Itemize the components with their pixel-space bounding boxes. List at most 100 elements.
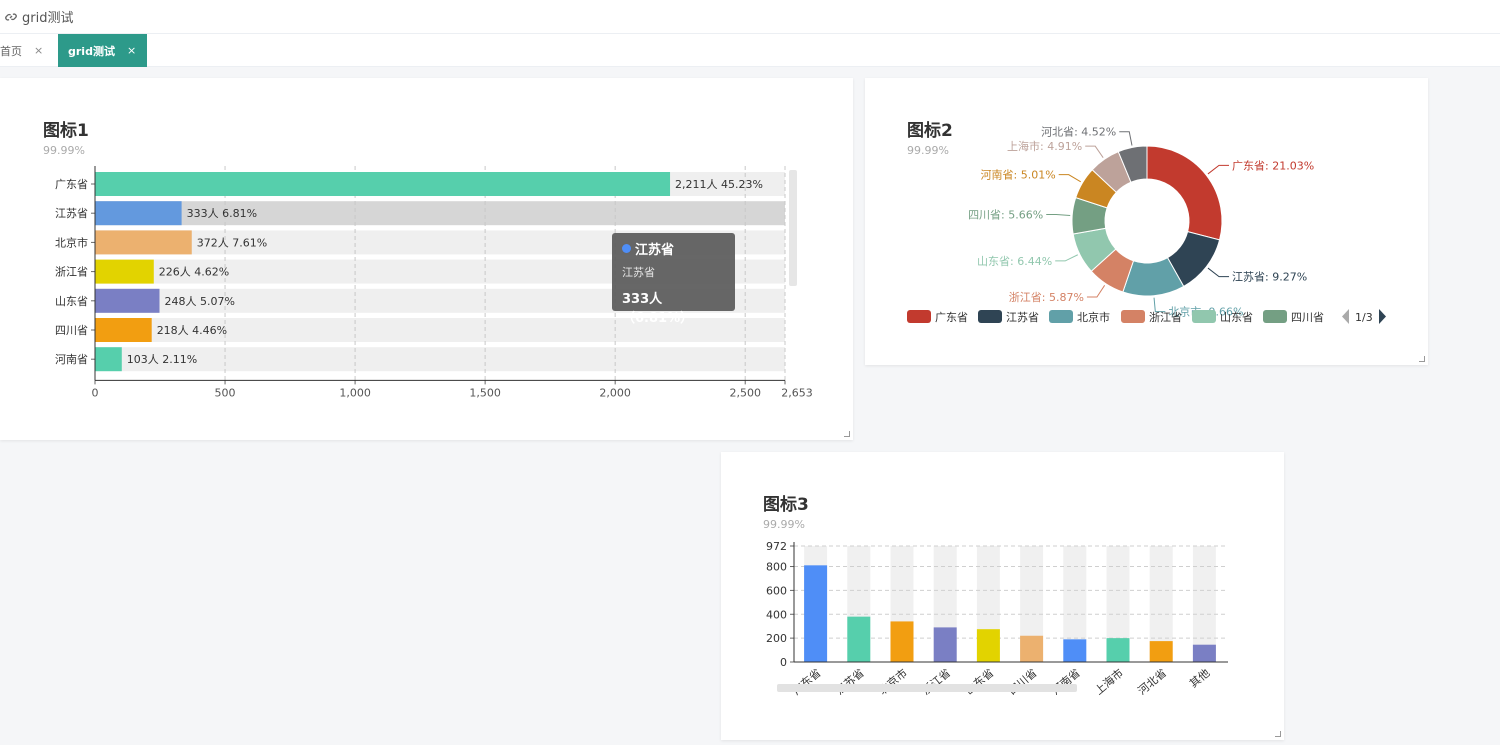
x-tick-label: 浙江省 — [919, 666, 953, 697]
legend-swatch — [1121, 310, 1145, 323]
bar — [95, 201, 182, 226]
y-tick-label: 四川省 — [55, 324, 88, 337]
y-tick-label: 北京市 — [55, 235, 88, 249]
x-tick-label: 500 — [215, 386, 236, 399]
x-tick-label: 2,653 — [781, 386, 813, 399]
y-tick-label: 0 — [780, 656, 787, 669]
pie-label: 山东省: 6.44% — [977, 255, 1052, 268]
x-tick-label: 0 — [92, 386, 99, 399]
y-tick-label: 浙江省 — [55, 266, 88, 279]
tab-home[interactable]: 首页 × — [0, 34, 56, 67]
legend-label: 北京市 — [1077, 310, 1110, 324]
bar — [95, 259, 154, 284]
tooltip-dot-icon — [622, 244, 631, 253]
pie-label: 河北省: 4.52% — [1041, 126, 1116, 139]
pie-slice — [1117, 145, 1148, 183]
bar — [933, 627, 957, 662]
bar-track — [95, 201, 785, 226]
legend-label: 广东省 — [935, 311, 968, 324]
chart-scrollbar — [777, 684, 1077, 692]
pie-leader-line — [1058, 174, 1081, 183]
y-tick-label: 山东省 — [55, 295, 88, 308]
y-tick-label: 江苏省 — [55, 207, 88, 220]
bar — [95, 288, 160, 313]
chart-scrollbar — [789, 170, 797, 286]
x-tick-label: 其他 — [1187, 666, 1212, 690]
x-tick-label: 上海市 — [1092, 666, 1126, 698]
resize-handle-icon[interactable] — [1419, 356, 1425, 362]
window-title: grid测试 — [22, 11, 74, 26]
bar-data-label: 218人 4.46% — [157, 324, 227, 337]
legend-page-indicator: 1/3 — [1355, 311, 1373, 324]
pie-leader-line — [1085, 145, 1104, 158]
bar — [95, 318, 152, 342]
bar-data-label: 103人 2.11% — [127, 353, 197, 366]
resize-handle-icon[interactable] — [844, 431, 850, 437]
x-tick-label: 河北省 — [1135, 666, 1169, 697]
bar — [1106, 638, 1130, 662]
bar-track — [1149, 546, 1173, 662]
x-tick-label: 四川省 — [1006, 666, 1040, 697]
chart2-subtitle: 99.99% — [907, 144, 949, 157]
tab-grid-test[interactable]: grid测试 × — [58, 34, 147, 67]
chart2-svg[interactable]: 广东省: 21.03%江苏省: 9.27%北京市: 9.66%浙江省: 5.87… — [865, 78, 1428, 365]
y-tick-label: 河南省 — [55, 353, 88, 366]
legend-label: 浙江省 — [1149, 311, 1182, 324]
legend-prev-icon — [1342, 309, 1349, 324]
y-tick-label: 400 — [766, 608, 787, 621]
bar — [1192, 644, 1216, 662]
y-tick-label: 600 — [766, 584, 787, 597]
bar-track — [1063, 546, 1087, 662]
chart-tooltip: 江苏省 江苏省 333人（6.81%） — [612, 233, 735, 326]
bar-track — [1192, 546, 1216, 662]
chart1-title: 图标1 — [43, 121, 89, 141]
tab-grid-test-close-icon[interactable]: × — [126, 44, 137, 57]
bar-track — [1020, 546, 1044, 662]
chart3-svg[interactable]: 0 200 400 600 800 972 广东省 江苏省 北京市 浙江省 山东省 四川省 河南省 上海市… — [721, 452, 1284, 740]
bar-track — [95, 347, 785, 372]
bar-track — [95, 318, 785, 342]
bar-data-label: 372人 7.61% — [197, 236, 267, 249]
bar-data-label: 226人 4.62% — [159, 266, 229, 279]
legend-swatch — [1049, 310, 1073, 323]
legend-swatch — [978, 310, 1002, 323]
bar — [1063, 639, 1087, 662]
bar — [804, 565, 828, 662]
legend-label: 四川省 — [1291, 311, 1324, 324]
chart3-title: 图标3 — [763, 495, 809, 515]
bar — [95, 230, 192, 255]
x-tick-label: 2,500 — [729, 386, 761, 399]
bar-data-label: 333人 6.81% — [187, 207, 257, 220]
tab-home-close-icon[interactable]: × — [34, 44, 44, 57]
x-tick-label: 1,500 — [469, 386, 501, 399]
window-titlebar: grid测试 — [0, 0, 1500, 34]
pie-leader-line — [1207, 164, 1230, 175]
chart2-title: 图标2 — [907, 121, 953, 141]
pie-label: 上海市: 4.91% — [1007, 139, 1082, 153]
pie-label: 河南省: 5.01% — [981, 169, 1056, 182]
y-tick-label: 800 — [766, 561, 787, 574]
chart-card-1: 图标1 99.99% 0 500 1,000 1,500 2,000 2,500 2,653… — [0, 78, 853, 440]
x-tick-label: 江苏省 — [833, 666, 867, 697]
tooltip-name: 江苏省 — [635, 243, 675, 258]
legend-next-icon — [1379, 309, 1386, 324]
chart-card-2: 图标2 99.99% 广东省: 21.03% 江苏省: 9.27% 北京市: 9.6… — [865, 78, 1428, 365]
x-tick-label: 广东省 — [790, 666, 824, 697]
pie-leader-line — [1055, 254, 1079, 262]
x-tick-label: 1,000 — [339, 386, 371, 399]
pie-label: 浙江省: 5.87% — [1009, 291, 1084, 304]
link-icon — [5, 12, 17, 21]
tab-home-label: 首页 — [0, 44, 22, 58]
y-tick-label: 200 — [766, 632, 787, 645]
resize-handle-icon[interactable] — [1275, 731, 1281, 737]
pie-leader-line — [1086, 285, 1106, 298]
pie-label: 四川省: 5.66% — [968, 209, 1043, 222]
pie-leader-line — [1119, 131, 1133, 146]
tooltip-value: 333人（6.81%） — [622, 292, 694, 326]
bar — [847, 616, 871, 662]
bar — [976, 629, 1000, 662]
pie-label: 广东省: 21.03% — [1232, 159, 1314, 172]
legend-label: 山东省 — [1220, 311, 1253, 324]
pie-leader-line — [1207, 267, 1230, 278]
tab-grid-test-label: grid测试 — [68, 44, 115, 58]
